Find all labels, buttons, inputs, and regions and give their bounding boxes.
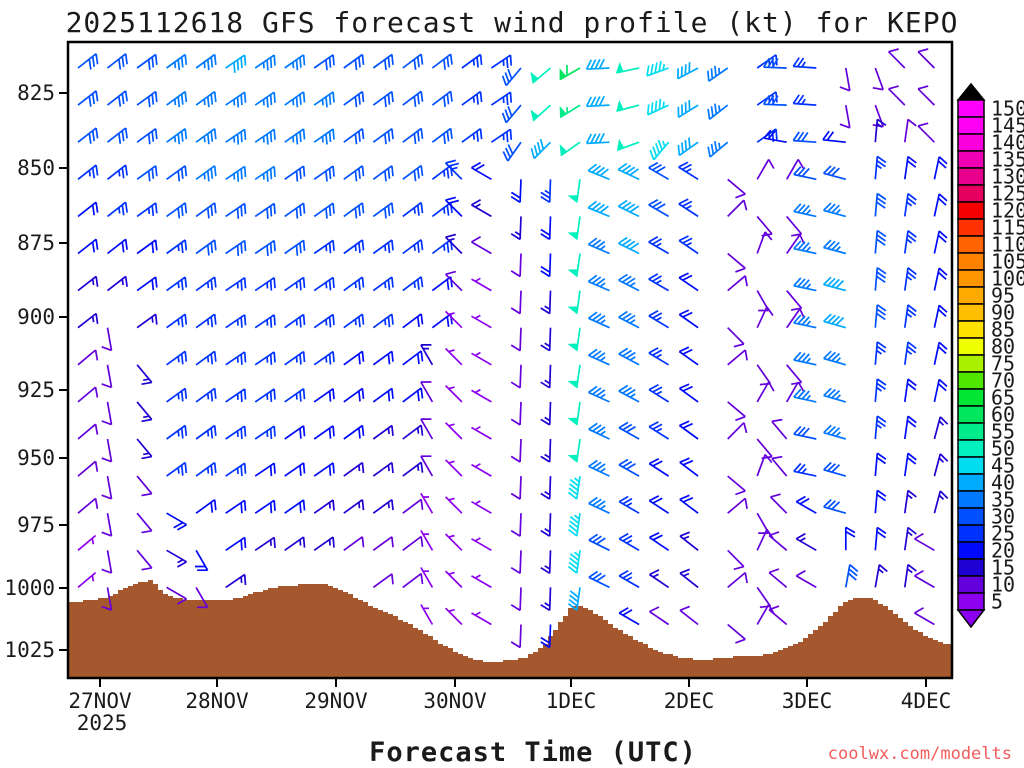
svg-text:60: 60: [991, 403, 1015, 427]
svg-text:145: 145: [991, 114, 1024, 138]
svg-text:15: 15: [991, 556, 1015, 580]
svg-text:70: 70: [991, 369, 1015, 393]
svg-text:85: 85: [991, 318, 1015, 342]
svg-text:825: 825: [17, 81, 55, 105]
y-axis: 825 850 875 900 925 950 975 1000 1025: [4, 81, 68, 662]
x-axis: 27NOV 28NOV 29NOV 30NOV 1DEC 2DEC 3DEC 4DEC 2025: [68, 678, 951, 735]
svg-text:950: 950: [17, 446, 55, 470]
svg-text:105: 105: [991, 250, 1024, 274]
svg-text:10: 10: [991, 573, 1015, 597]
svg-text:1025: 1025: [4, 638, 55, 662]
svg-text:30NOV: 30NOV: [423, 689, 487, 713]
svg-text:875: 875: [17, 231, 55, 255]
svg-text:850: 850: [17, 156, 55, 180]
svg-text:900: 900: [17, 305, 55, 329]
svg-text:130: 130: [991, 165, 1024, 189]
svg-text:2DEC: 2DEC: [664, 689, 715, 713]
wind-barbs: [77, 48, 949, 649]
svg-text:45: 45: [991, 454, 1015, 478]
svg-text:25: 25: [991, 522, 1015, 546]
colorbar-arrow-down: [956, 609, 986, 629]
watermark-link[interactable]: coolwx.com/modelts: [827, 744, 1012, 764]
svg-text:110: 110: [991, 233, 1024, 257]
svg-text:120: 120: [991, 199, 1024, 223]
chart-title: 2025112618 GFS forecast wind profile (kt…: [65, 6, 959, 39]
svg-text:30: 30: [991, 505, 1015, 529]
svg-text:95: 95: [991, 284, 1015, 308]
svg-text:90: 90: [991, 301, 1015, 325]
svg-text:4DEC: 4DEC: [901, 689, 952, 713]
terrain-profile: [68, 580, 952, 677]
svg-text:925: 925: [17, 378, 55, 402]
svg-text:50: 50: [991, 437, 1015, 461]
plot-border: [66, 40, 954, 680]
svg-text:5: 5: [991, 590, 1003, 614]
svg-text:27NOV: 27NOV: [68, 689, 132, 713]
svg-text:40: 40: [991, 471, 1015, 495]
svg-text:75: 75: [991, 352, 1015, 376]
colorbar-arrow-up: [956, 82, 986, 101]
svg-text:20: 20: [991, 539, 1015, 563]
svg-text:150: 150: [991, 97, 1024, 121]
svg-text:1000: 1000: [4, 576, 55, 600]
svg-text:100: 100: [991, 267, 1024, 291]
colorbar: 1501451401351301251201151101051009590858…: [956, 82, 1024, 629]
svg-text:28NOV: 28NOV: [185, 689, 249, 713]
svg-text:115: 115: [991, 216, 1024, 240]
svg-text:65: 65: [991, 386, 1015, 410]
x-axis-year-label: 2025: [77, 711, 128, 735]
svg-text:140: 140: [991, 131, 1024, 155]
x-axis-title: Forecast Time (UTC): [369, 737, 697, 768]
svg-text:80: 80: [991, 335, 1015, 359]
svg-text:3DEC: 3DEC: [782, 689, 833, 713]
svg-text:29NOV: 29NOV: [304, 689, 368, 713]
svg-text:135: 135: [991, 148, 1024, 172]
svg-text:35: 35: [991, 488, 1015, 512]
svg-text:975: 975: [17, 513, 55, 537]
svg-text:1DEC: 1DEC: [546, 689, 597, 713]
svg-text:55: 55: [991, 420, 1015, 444]
svg-text:125: 125: [991, 182, 1024, 206]
